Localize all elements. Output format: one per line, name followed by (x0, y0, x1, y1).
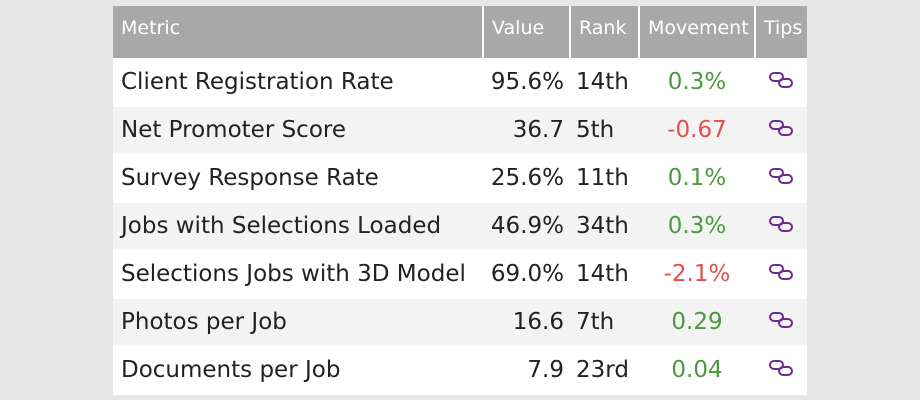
tips-cell (755, 106, 807, 154)
metric-cell: Net Promoter Score (121, 117, 347, 143)
value-cell: 36.7 (512, 117, 564, 143)
movement-cell: 0.3% (667, 213, 727, 239)
link-icon[interactable] (768, 165, 794, 191)
link-icon[interactable] (768, 213, 794, 239)
column-header-rank[interactable]: Rank (570, 6, 640, 58)
value-cell: 69.0% (490, 261, 564, 287)
rank-cell: 14th (576, 68, 629, 95)
link-icon[interactable] (768, 261, 794, 287)
movement-cell: 0.29 (671, 309, 723, 335)
tips-cell (755, 154, 807, 202)
tips-cell (755, 202, 807, 250)
rank-cell: 34th (576, 213, 629, 239)
table-row: Client Registration Rate 95.6% 14th 0.3% (113, 58, 807, 106)
table-row: Photos per Job 16.6 7th 0.29 (113, 298, 807, 346)
column-header-tips[interactable]: Tips (764, 17, 803, 39)
metric-cell: Photos per Job (121, 309, 287, 335)
value-cell: 95.6% (490, 68, 564, 95)
value-cell: 7.9 (527, 357, 564, 383)
tips-cell (755, 346, 807, 394)
table-row: Selections Jobs with 3D Model 69.0% 14th -2… (113, 250, 807, 298)
movement-cell: 0.1% (667, 165, 727, 191)
tips-cell (755, 298, 807, 346)
movement-cell: 0.3% (667, 68, 727, 95)
table-row: Documents per Job 7.9 23rd 0.04 (113, 346, 807, 394)
table-body: Client Registration Rate 95.6% 14th 0.3% Net… (113, 58, 807, 394)
column-header-metric[interactable]: Metric (113, 6, 484, 58)
metrics-panel: Metric Value Rank Movement Tips Client R… (113, 6, 807, 394)
movement-cell: -2.1% (663, 261, 731, 287)
link-icon[interactable] (768, 357, 794, 383)
rank-cell: 23rd (576, 357, 629, 383)
value-cell: 25.6% (490, 165, 564, 191)
tips-cell (755, 58, 807, 106)
rank-cell: 7th (576, 309, 615, 335)
table-row: Net Promoter Score 36.7 5th -0.67 (113, 106, 807, 154)
table-row: Survey Response Rate 25.6% 11th 0.1% (113, 154, 807, 202)
table-header-row: Metric Value Rank Movement Tips (113, 6, 807, 58)
metric-cell: Jobs with Selections Loaded (121, 213, 442, 239)
column-header-value[interactable]: Value (483, 6, 571, 58)
value-cell: 16.6 (512, 309, 564, 335)
column-header-movement[interactable]: Movement (639, 6, 756, 58)
metric-cell: Selections Jobs with 3D Model (121, 261, 466, 287)
movement-cell: 0.04 (671, 357, 723, 383)
movement-cell: -0.67 (667, 117, 727, 143)
metric-cell: Documents per Job (121, 357, 341, 383)
link-icon[interactable] (768, 309, 794, 335)
metrics-table: Metric Value Rank Movement Tips Client R… (113, 6, 807, 395)
table-row: Jobs with Selections Loaded 46.9% 34th 0.3% (113, 202, 807, 250)
rank-cell: 11th (576, 165, 629, 191)
link-icon[interactable] (768, 69, 794, 95)
link-icon[interactable] (768, 117, 794, 143)
metric-cell: Survey Response Rate (121, 165, 379, 191)
metric-cell: Client Registration Rate (121, 68, 394, 95)
rank-cell: 14th (576, 261, 629, 287)
tips-cell (755, 250, 807, 298)
value-cell: 46.9% (490, 213, 564, 239)
rank-cell: 5th (576, 117, 615, 143)
